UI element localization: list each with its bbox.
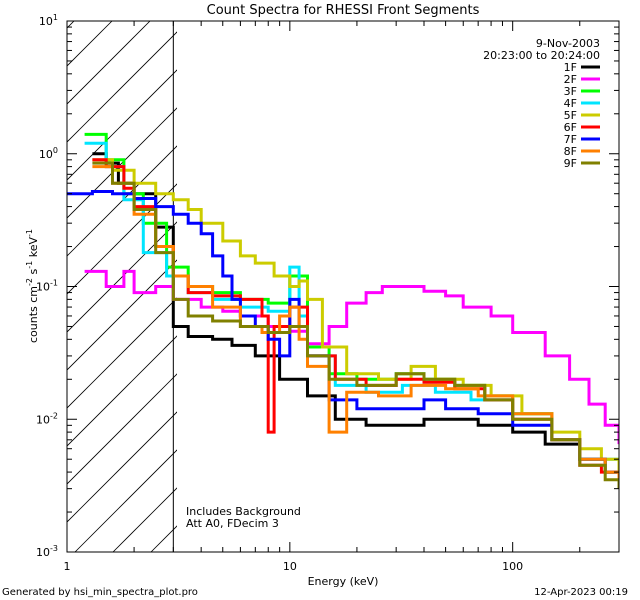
legend-label-6f: 6F <box>564 121 577 134</box>
y-tick-label: 101 <box>39 13 58 28</box>
y-tick-label: 10-2 <box>36 411 58 426</box>
hatch-line <box>0 0 105 552</box>
y-tick-label: 10-1 <box>36 279 58 294</box>
series-line-6f <box>92 158 619 489</box>
series-line-3f <box>84 132 619 480</box>
time-range-label: 20:23:00 to 20:24:00 <box>483 49 600 62</box>
series-line-8f <box>92 165 619 489</box>
hatch-line <box>112 487 177 552</box>
annotation-background: Includes Background <box>186 505 301 518</box>
x-tick-label: 1 <box>64 560 71 573</box>
hatch-line <box>303 0 640 552</box>
hatch-line <box>67 31 177 143</box>
series-line-9f <box>92 161 619 489</box>
x-tick-label: 10 <box>283 560 297 573</box>
hatch-line <box>67 297 177 409</box>
hatch-line <box>74 449 177 552</box>
legend-label-7f: 7F <box>564 133 577 146</box>
hatch-line <box>67 21 113 67</box>
legend-label-1f: 1F <box>564 61 577 74</box>
hatch-line <box>67 183 177 295</box>
chart-title: Count Spectra for RHESSI Front Segments <box>207 3 480 18</box>
hatch-line <box>67 145 177 257</box>
series-line-5f <box>92 158 619 473</box>
y-axis: 10-3 10-2 10-1 100 101 <box>36 13 619 559</box>
hatch-line <box>265 0 640 552</box>
footer-generator: Generated by hsi_min_spectra_plot.pro <box>2 587 198 598</box>
series-line-2f <box>84 269 619 445</box>
series-line-7f <box>67 190 619 489</box>
x-tick-label: 100 <box>502 560 523 573</box>
legend-label-4f: 4F <box>564 97 577 110</box>
hatch-line <box>67 69 177 181</box>
plot-frame <box>66 20 620 553</box>
hatched-region <box>0 0 640 552</box>
legend-label-8f: 8F <box>564 145 577 158</box>
series-layer <box>67 132 619 489</box>
hatch-line <box>67 21 151 105</box>
y-tick-label: 100 <box>39 146 58 161</box>
y-axis-label: counts cm-2 s-1 keV-1 <box>25 229 40 343</box>
x-axis-label: Energy (keV) <box>308 575 379 588</box>
hatch-line <box>67 259 177 371</box>
legend-label-3f: 3F <box>564 85 577 98</box>
date-label: 9-Nov-2003 <box>536 37 600 50</box>
series-line-1f <box>92 152 619 480</box>
y-tick-label: 10-3 <box>36 544 58 559</box>
x-axis: 1 10 100 <box>64 21 620 573</box>
legend-label-9f: 9F <box>564 157 577 170</box>
hatch-line <box>67 21 75 29</box>
legend-label-5f: 5F <box>564 109 577 122</box>
annotation-attenuator: Att A0, FDecim 3 <box>186 517 279 530</box>
hatch-line <box>67 373 177 485</box>
hatch-line <box>67 411 177 523</box>
legend-label-2f: 2F <box>564 73 577 86</box>
footer-timestamp: 12-Apr-2023 00:19 <box>534 587 628 598</box>
